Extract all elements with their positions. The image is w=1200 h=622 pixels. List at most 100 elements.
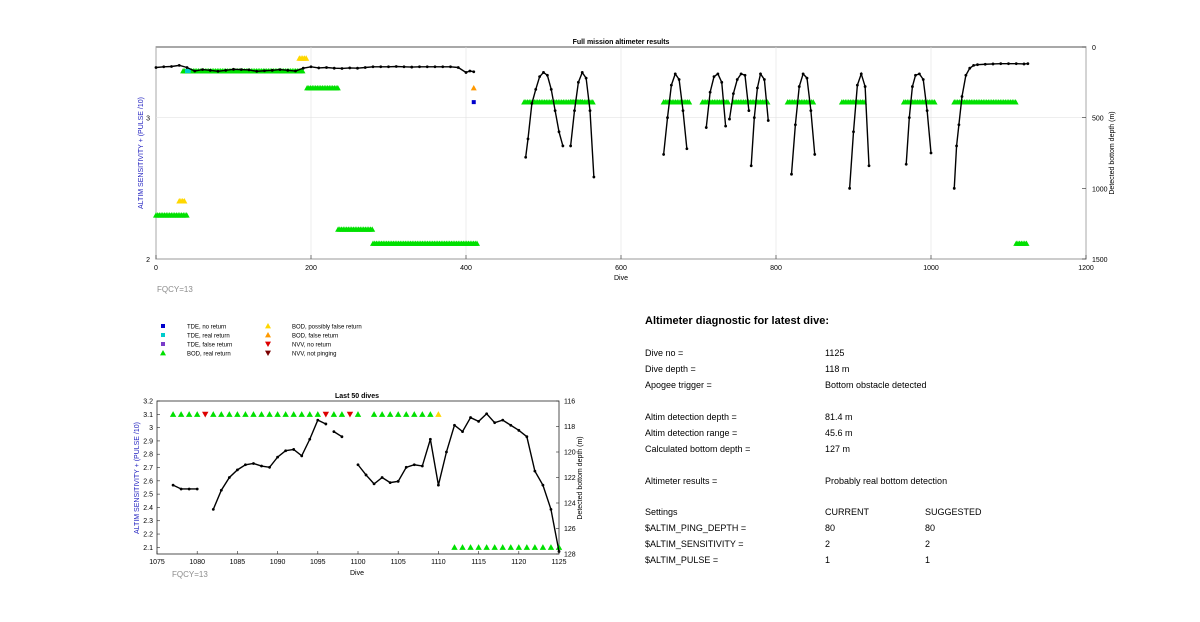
tde-real-return-marker bbox=[186, 69, 191, 74]
current-header: CURRENT bbox=[825, 507, 869, 517]
y-right-tick-label: 0 bbox=[1092, 45, 1096, 52]
depth-point bbox=[477, 420, 480, 423]
full-mission-ylabel-right: Detected bottom depth (m) bbox=[1109, 111, 1116, 194]
legend-label: BOD, false return bbox=[292, 334, 338, 340]
depth-point bbox=[316, 418, 320, 422]
last-50-xlabel: Dive bbox=[350, 570, 364, 577]
depth-point bbox=[720, 80, 724, 84]
depth-point bbox=[968, 66, 972, 70]
y-left-tick-label: 2.7 bbox=[143, 465, 153, 472]
bod-real-marker bbox=[403, 411, 410, 417]
depth-point bbox=[501, 418, 505, 422]
depth-point bbox=[848, 186, 852, 190]
depth-d6 bbox=[749, 72, 770, 168]
depth-point bbox=[584, 76, 588, 80]
depth-point bbox=[485, 412, 489, 416]
depth-point bbox=[211, 507, 215, 511]
depth-point bbox=[907, 116, 911, 120]
last-50-dives-chart: 1075 1080 1085 1090 1095 1100 1105 1110 1115 1120… bbox=[134, 393, 584, 579]
depth-point bbox=[859, 72, 863, 76]
depth-point bbox=[545, 73, 549, 77]
depth-point bbox=[292, 448, 296, 451]
y-left-tick-label: 2.1 bbox=[143, 545, 153, 552]
nvv-no-return-marker bbox=[202, 411, 209, 418]
y-left-tick-label: 3 bbox=[149, 425, 153, 432]
last50-depth-seg-0 bbox=[171, 483, 199, 491]
x-tick-label: 400 bbox=[460, 265, 472, 272]
depth-point bbox=[855, 83, 859, 87]
y-right-tick-label: 1000 bbox=[1092, 186, 1108, 193]
full-mission-title: Full mission altimeter results bbox=[573, 39, 670, 46]
depth-d8-line bbox=[848, 71, 870, 189]
bod-real-marker bbox=[589, 99, 596, 105]
dive-no-label: Dive no = bbox=[645, 348, 684, 358]
depth-point bbox=[752, 116, 756, 120]
depth-point bbox=[236, 468, 239, 472]
bod-real-marker bbox=[931, 99, 938, 105]
legend-item: TDE, no return bbox=[161, 324, 226, 331]
legend-item: TDE, false return bbox=[161, 342, 232, 349]
results-label: Altimeter results = bbox=[645, 476, 718, 486]
last-50-ylabel-left: ALTIM SENSITIVITY + (PULSE /10) bbox=[134, 422, 141, 534]
depth-point bbox=[801, 72, 805, 76]
bod-false-marker bbox=[470, 84, 477, 91]
bod-real-marker bbox=[1012, 99, 1019, 105]
full-mission-fqcy: FQCY=13 bbox=[157, 285, 193, 294]
calc-depth-label: Calculated bottom depth = bbox=[645, 444, 751, 454]
depth-point bbox=[284, 449, 288, 453]
depth-point bbox=[793, 123, 797, 127]
legend-triangle-icon bbox=[160, 350, 166, 356]
pulse-label: $ALTIM_PULSE = bbox=[645, 555, 719, 565]
depth-point bbox=[533, 469, 537, 473]
depth-point bbox=[394, 65, 398, 68]
depth-point bbox=[412, 463, 416, 467]
bod-possibly-false-marker bbox=[303, 55, 310, 61]
dive-depth-label: Dive depth = bbox=[645, 364, 696, 374]
depth-point bbox=[921, 78, 925, 81]
depth-point bbox=[301, 66, 305, 70]
last50-depth-seg-0-line bbox=[172, 484, 198, 490]
depth-point bbox=[379, 65, 383, 69]
depth-point bbox=[929, 151, 933, 155]
depth-point bbox=[917, 72, 921, 76]
depth-point bbox=[976, 63, 979, 67]
sensitivity-label: $ALTIM_SENSITIVITY = bbox=[645, 539, 744, 549]
depth-point bbox=[300, 454, 304, 458]
bod-real-marker bbox=[242, 411, 249, 417]
depth-point bbox=[340, 435, 344, 439]
depth-point bbox=[420, 464, 424, 468]
depth-late bbox=[952, 62, 1030, 190]
depth-d5 bbox=[728, 72, 751, 121]
x-tick-label: 800 bbox=[770, 265, 782, 272]
legend-label: TDE, real return bbox=[187, 334, 230, 340]
depth-d9 bbox=[904, 72, 933, 166]
y-left-tick-label: 2.2 bbox=[143, 532, 153, 539]
apogee-label: Apogee trigger = bbox=[645, 380, 712, 390]
x-tick-label: 1200 bbox=[1078, 265, 1094, 272]
depth-point bbox=[525, 435, 529, 439]
depth-point bbox=[371, 65, 375, 69]
depth-point bbox=[402, 65, 406, 69]
depth-point bbox=[388, 481, 392, 484]
depth-point bbox=[356, 463, 360, 467]
depth-point bbox=[813, 153, 817, 156]
depth-point bbox=[952, 186, 956, 190]
det-range-value: 45.6 m bbox=[825, 428, 853, 438]
y-right-tick-label: 122 bbox=[564, 475, 576, 482]
depth-point bbox=[437, 483, 440, 487]
depth-point bbox=[580, 71, 584, 74]
y-left-tick-label: 2.9 bbox=[143, 438, 153, 445]
depth-point bbox=[957, 123, 961, 127]
depth-point bbox=[712, 75, 716, 79]
depth-point bbox=[681, 109, 685, 112]
full-mission-xlabel: Dive bbox=[614, 275, 628, 282]
legend-square-icon bbox=[161, 342, 165, 346]
legend-item: TDE, real return bbox=[161, 333, 230, 340]
depth-point bbox=[187, 487, 191, 491]
suggested-header: SUGGESTED bbox=[925, 507, 982, 517]
depth-point bbox=[171, 483, 175, 487]
depth-point bbox=[1007, 62, 1010, 66]
legend-item: BOD, false return bbox=[265, 332, 338, 340]
depth-point bbox=[441, 65, 445, 69]
bod-real-marker bbox=[226, 411, 233, 417]
